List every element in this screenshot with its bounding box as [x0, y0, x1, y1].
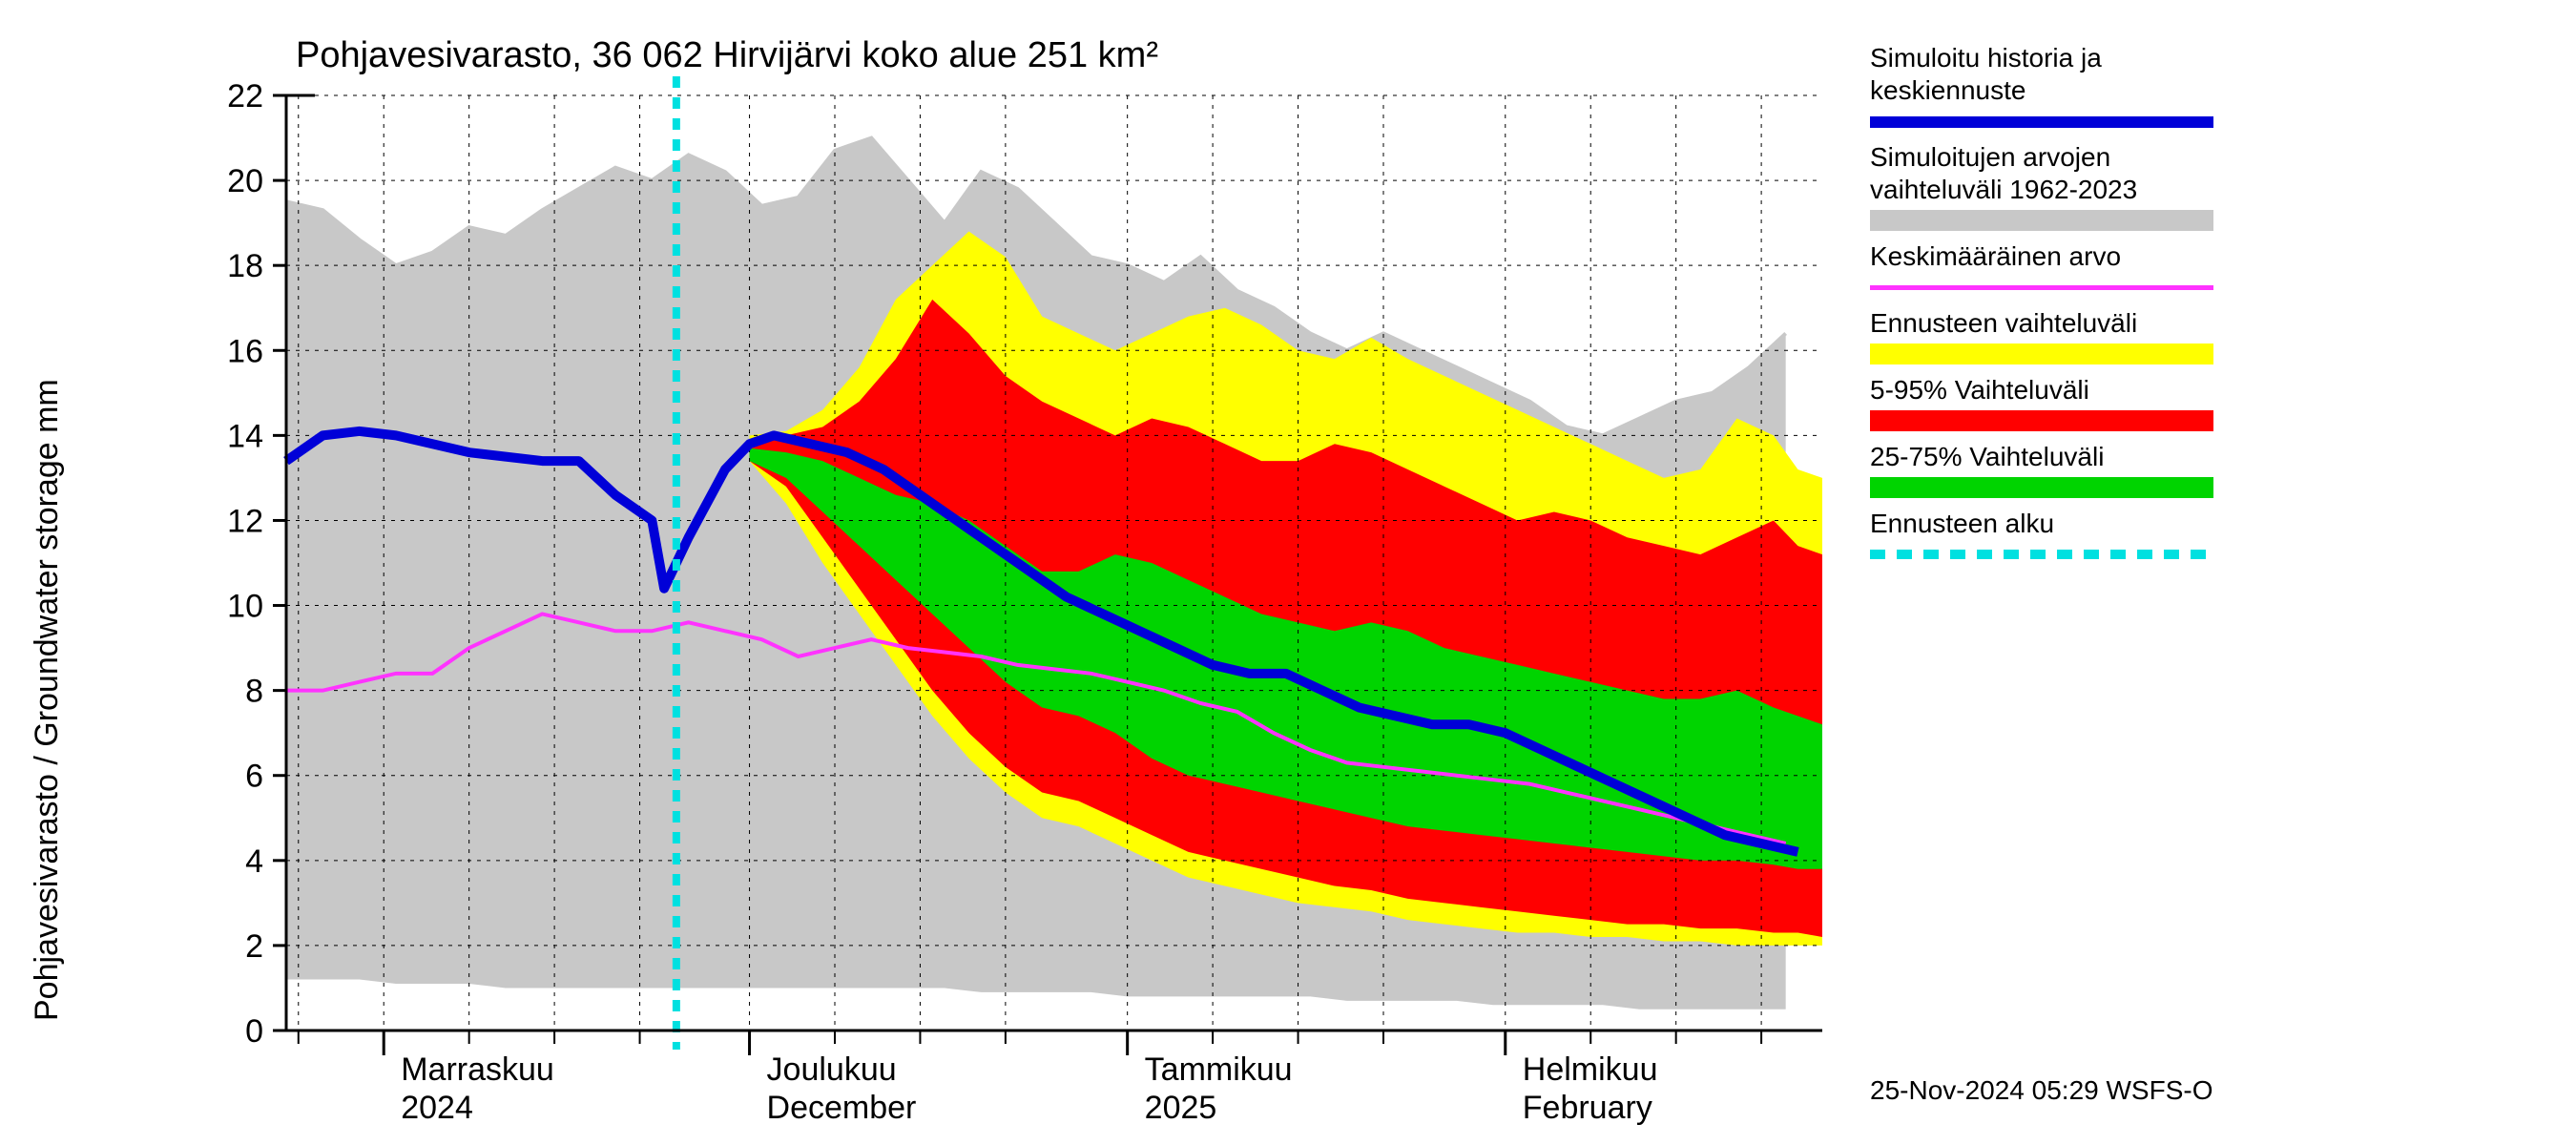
- y-tick-label: 12: [227, 503, 263, 539]
- legend-swatch: [1870, 285, 2213, 290]
- legend-swatch: [1870, 116, 2213, 128]
- legend-label: Simuloitu historia ja: [1870, 43, 2102, 73]
- legend-swatch: [1870, 410, 2213, 431]
- y-tick-label: 22: [227, 78, 263, 114]
- y-tick-label: 0: [245, 1013, 263, 1050]
- y-tick-label: 16: [227, 333, 263, 369]
- x-month-sublabel: 2024: [401, 1090, 473, 1126]
- y-tick-label: 10: [227, 589, 263, 625]
- y-tick-label: 2: [245, 928, 263, 965]
- x-month-sublabel: 2025: [1145, 1090, 1217, 1126]
- legend-label: Ennusteen alku: [1870, 509, 2054, 538]
- legend-label: Simuloitujen arvojen: [1870, 142, 2110, 172]
- y-axis-label: Pohjavesivarasto / Groundwater storage m…: [29, 379, 65, 1021]
- y-tick-label: 14: [227, 418, 263, 454]
- y-tick-label: 18: [227, 248, 263, 284]
- legend-swatch: [1870, 210, 2213, 231]
- x-month-label: Joulukuu: [767, 1051, 897, 1088]
- y-tick-label: 6: [245, 759, 263, 795]
- chart-footer: 25-Nov-2024 05:29 WSFS-O: [1870, 1075, 2213, 1105]
- legend-swatch: [1870, 344, 2213, 364]
- y-tick-label: 4: [245, 843, 263, 880]
- y-tick-label: 20: [227, 163, 263, 199]
- x-month-label: Marraskuu: [401, 1051, 554, 1088]
- legend-swatch: [1870, 477, 2213, 498]
- legend-label: vaihteluväli 1962-2023: [1870, 175, 2137, 204]
- legend-label: keskiennuste: [1870, 75, 2025, 105]
- x-month-sublabel: February: [1523, 1090, 1652, 1126]
- legend-label: Keskimääräinen arvo: [1870, 241, 2121, 271]
- legend-label: 5-95% Vaihteluväli: [1870, 375, 2089, 405]
- x-month-sublabel: December: [767, 1090, 917, 1126]
- groundwater-forecast-chart: 0 2 4 6 8 10 12 14 16 18 20 22 Marraskuu2024 Joulukuu…: [0, 0, 2576, 1145]
- legend-label: Ennusteen vaihteluväli: [1870, 308, 2137, 338]
- x-month-label: Helmikuu: [1523, 1051, 1658, 1088]
- chart-title: Pohjavesivarasto, 36 062 Hirvijärvi koko…: [296, 35, 1158, 75]
- y-tick-label: 8: [245, 674, 263, 710]
- x-month-label: Tammikuu: [1145, 1051, 1293, 1088]
- legend-label: 25-75% Vaihteluväli: [1870, 442, 2104, 471]
